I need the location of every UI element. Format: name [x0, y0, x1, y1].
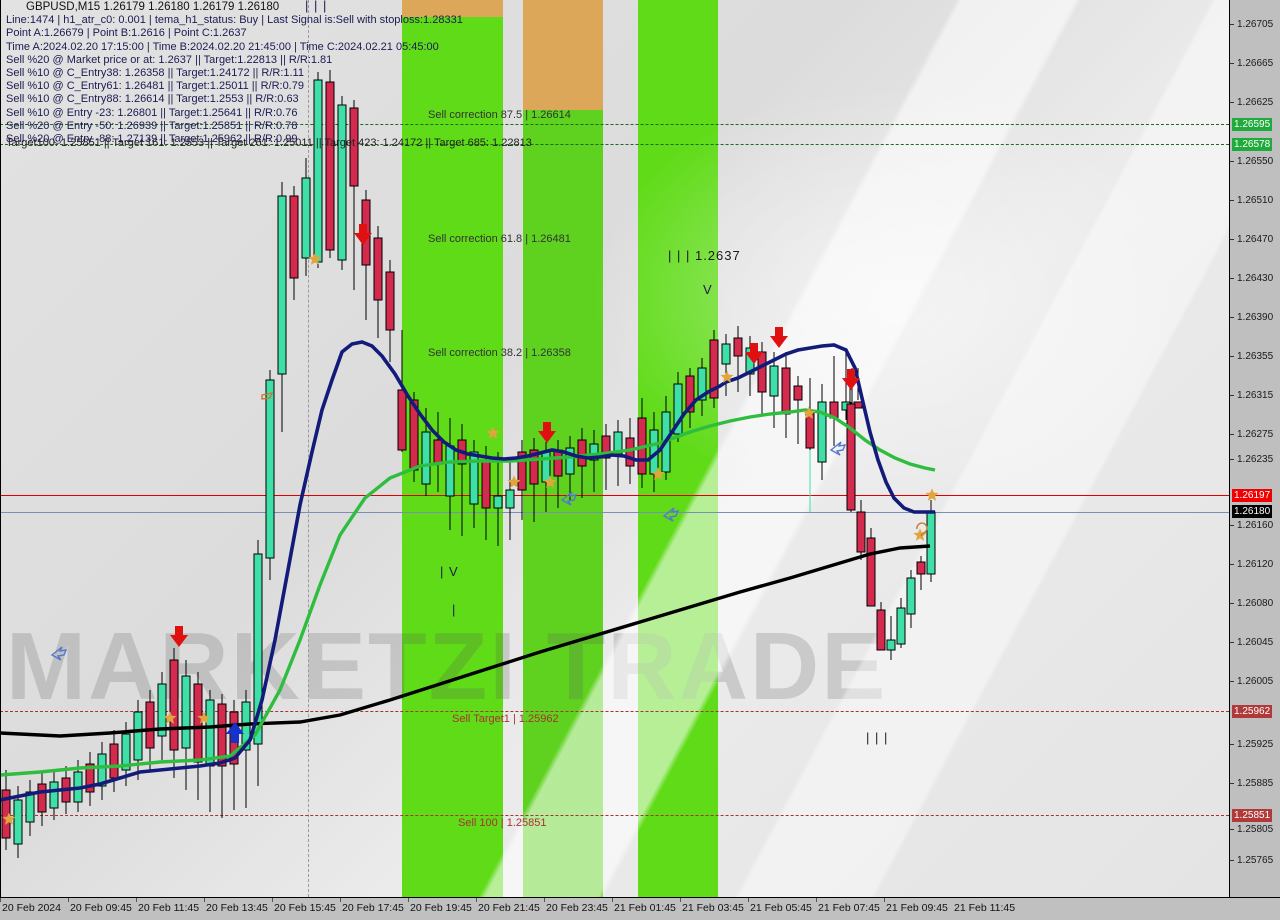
candlestick-series — [1, 70, 936, 858]
price-badge-sell-target1: 1.25962 — [1232, 705, 1273, 718]
time-tick: 21 Feb 11:45 — [954, 902, 1016, 914]
time-tick: 20 Feb 2024 — [2, 902, 61, 914]
price-tick: 1.26235 — [1230, 453, 1280, 466]
price-tick: 1.26470 — [1230, 233, 1280, 246]
price-tick: 1.26705 — [1230, 18, 1280, 31]
price-scale[interactable]: 1.26705 1.26665 1.26625 1.26550 1.26510 … — [1230, 0, 1280, 898]
info-line-4: Sell %10 @ C_Entry38: 1.26358 || Target:… — [6, 67, 304, 80]
label-point-c: | | | 1.2637 — [668, 248, 741, 263]
marker-i-wave: | — [452, 602, 457, 617]
ma-black-line — [0, 544, 931, 738]
info-line-7: Sell %10 @ Entry -23: 1.26801 || Target:… — [6, 106, 298, 119]
symbol-quote-line: GBPUSD,M15 1.26179 1.26180 1.26179 1.261… — [26, 1, 280, 13]
time-tick: 20 Feb 21:45 — [478, 902, 540, 914]
price-tick: 1.26080 — [1230, 597, 1280, 610]
info-line-2: Time A:2024.02.20 17:15:00 | Time B:2024… — [6, 40, 439, 53]
price-tick: 1.25765 — [1230, 854, 1280, 867]
info-line-0: Line:1474 | h1_atr_c0: 0.001 | tema_h1_s… — [6, 14, 463, 27]
buy-arrow-marker — [226, 722, 244, 743]
time-tick: 21 Feb 07:45 — [818, 902, 880, 914]
price-tick: 1.26315 — [1230, 389, 1280, 402]
sell-arrow-markers — [170, 224, 860, 647]
marker-iii-wave: | | | — [866, 730, 889, 745]
price-badge-ask: 1.26180 — [1232, 505, 1273, 518]
time-tick: 20 Feb 15:45 — [274, 902, 336, 914]
target-ruler-labels: Target100: 1.25851 || Target 161: 1.2553… — [6, 137, 532, 149]
ma-green-line — [0, 408, 936, 777]
label-sell-target1: Sell Target1 | 1.25962 — [452, 713, 559, 725]
price-tick: 1.26120 — [1230, 558, 1280, 571]
label-sell-100: Sell 100 | 1.25851 — [458, 817, 547, 829]
info-line-1: Point A:1.26679 | Point B:1.2616 | Point… — [6, 27, 247, 40]
price-tick: 1.26510 — [1230, 194, 1280, 207]
price-tick: 1.25805 — [1230, 823, 1280, 836]
ask-price-line — [0, 512, 1229, 513]
info-line-6: Sell %10 @ C_Entry88: 1.26614 || Target:… — [6, 93, 299, 106]
price-badge-bid: 1.26197 — [1232, 489, 1273, 502]
label-sell-correction-61: Sell correction 61.8 | 1.26481 — [428, 233, 571, 245]
level-line-sell-100 — [0, 815, 1229, 816]
label-sell-correction-87: Sell correction 87.5 | 1.26614 — [428, 109, 571, 121]
info-line-8: Sell %20 @ Entry -50: 1.26939 || Target:… — [6, 119, 298, 132]
session-band-orange-1 — [402, 0, 503, 17]
marker-iv-wave: | V — [440, 564, 459, 579]
time-tick: 20 Feb 17:45 — [342, 902, 404, 914]
marker-iii-top: | | | — [305, 0, 328, 13]
order-marker-icons — [50, 441, 847, 661]
info-line-9: Sell %20 @ Entry -88: 1.27139 || Target:… — [6, 133, 298, 146]
price-series-canvas — [0, 70, 939, 858]
price-tick: 1.26550 — [1230, 155, 1280, 168]
price-badge-sell-corr-875: 1.26595 — [1232, 118, 1273, 131]
info-line-3: Sell %20 @ Market price or at: 1.2637 ||… — [6, 53, 333, 66]
info-line-5: Sell %10 @ C_Entry61: 1.26481 || Target:… — [6, 80, 304, 93]
time-tick: 21 Feb 05:45 — [750, 902, 812, 914]
price-tick: 1.26005 — [1230, 675, 1280, 688]
plot-left-border — [0, 0, 1, 897]
time-tick: 20 Feb 13:45 — [206, 902, 268, 914]
star-markers — [2, 252, 939, 825]
ma-blue-line — [0, 340, 935, 802]
time-tick: 20 Feb 19:45 — [410, 902, 472, 914]
price-badge-sell-100: 1.25851 — [1232, 809, 1273, 822]
price-tick: 1.26390 — [1230, 311, 1280, 324]
label-sell-correction-38: Sell correction 38.2 | 1.26358 — [428, 347, 571, 359]
price-tick: 1.26045 — [1230, 636, 1280, 649]
price-tick: 1.26430 — [1230, 272, 1280, 285]
level-line-target-ruler — [0, 144, 1229, 145]
time-tick: 21 Feb 01:45 — [614, 902, 676, 914]
time-tick: 21 Feb 03:45 — [682, 902, 744, 914]
price-tick: 1.25925 — [1230, 738, 1280, 751]
day-separator-1 — [308, 0, 309, 897]
chart-plot-area[interactable]: MARKETZI TRADE — [0, 0, 1230, 898]
time-scale[interactable]: 20 Feb 2024 20 Feb 09:45 20 Feb 11:45 20… — [0, 898, 1280, 920]
session-band-orange-2 — [523, 0, 603, 110]
price-tick: 1.26160 — [1230, 519, 1280, 532]
time-tick: 20 Feb 23:45 — [546, 902, 608, 914]
price-tick: 1.26275 — [1230, 428, 1280, 441]
marker-v-pointc: V — [703, 282, 713, 297]
level-line-sell-target1 — [0, 711, 1229, 712]
price-tick: 1.26625 — [1230, 96, 1280, 109]
price-badge-target-685: 1.26578 — [1232, 138, 1273, 151]
time-tick: 20 Feb 11:45 — [138, 902, 200, 914]
price-tick: 1.26355 — [1230, 350, 1280, 363]
level-line-sell-corr-875 — [0, 124, 1229, 125]
order-marker-icons-orange — [261, 392, 928, 537]
time-tick: 21 Feb 09:45 — [886, 902, 948, 914]
time-tick: 20 Feb 09:45 — [70, 902, 132, 914]
price-tick: 1.26665 — [1230, 57, 1280, 70]
chart-info-header: GBPUSD,M15 1.26179 1.26180 1.26179 1.261… — [6, 1, 463, 146]
bid-price-line — [0, 495, 1229, 496]
price-tick: 1.25885 — [1230, 777, 1280, 790]
